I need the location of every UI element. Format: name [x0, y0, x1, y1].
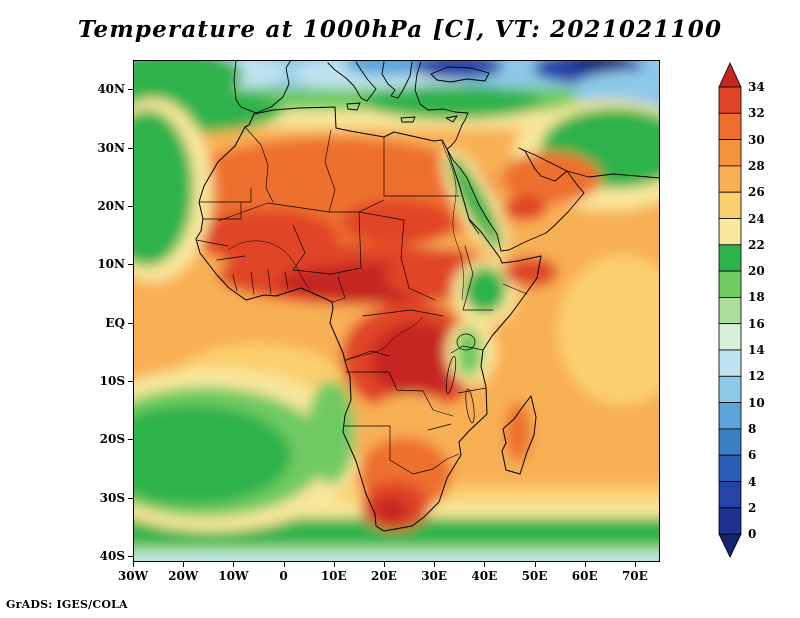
x-tick-label: 50E: [521, 569, 548, 583]
x-tick-label: 30W: [117, 569, 149, 583]
europe-coastlines: [233, 60, 490, 150]
x-tick-mark: [183, 562, 185, 567]
colorbar-tick-label: 26: [748, 185, 765, 200]
colorbar-band: [718, 218, 742, 246]
africa-temperature-map: [133, 60, 660, 562]
lake-malawi: [465, 388, 475, 424]
y-tick-label: 10N: [97, 257, 125, 272]
temperature-field: [133, 60, 660, 562]
colorbar-tick-label: 14: [748, 343, 765, 357]
x-tick-mark: [133, 562, 134, 567]
map-frame: [133, 60, 660, 562]
colorbar-tick-label: 18: [748, 290, 765, 305]
y-tick-label: 30S: [99, 490, 125, 505]
x-tick-label: 20E: [371, 569, 397, 583]
y-tick-label: 40N: [97, 82, 125, 97]
y-tick-mark: [128, 497, 133, 499]
x-tick-label: 0: [279, 569, 288, 583]
colorbar-band: [718, 165, 742, 193]
colorbar-band: [718, 428, 742, 456]
x-tick-label: 20W: [168, 569, 199, 583]
lake-tanganyika: [445, 355, 457, 395]
colorbar-tick-label: 12: [748, 369, 765, 384]
colorbar-band: [718, 86, 742, 114]
y-tick-mark: [128, 264, 133, 266]
y-tick-mark: [128, 147, 133, 149]
x-tick-label: 30E: [421, 569, 448, 583]
colorbar-band: [718, 191, 742, 219]
x-tick-mark: [434, 562, 436, 567]
x-tick-label: 70E: [621, 569, 648, 583]
plot-title: Temperature at 1000hPa [C], VT: 20210211…: [77, 16, 723, 43]
y-tick-mark: [128, 439, 133, 441]
colorbar-tick-label: 6: [748, 448, 757, 463]
colorbar-tick-label: 2: [748, 500, 757, 515]
arabia-coastline: [446, 147, 660, 252]
y-tick-mark: [128, 381, 133, 383]
x-tick-mark: [383, 562, 385, 567]
colorbar-band: [718, 349, 742, 377]
x-tick-label: 40E: [471, 569, 498, 583]
colorbar-top-triangle: [718, 62, 742, 88]
colorbar-tick-label: 34: [748, 80, 765, 94]
africa-coastline: [195, 106, 542, 532]
colorbar-bottom-triangle: [718, 533, 742, 559]
x-tick-mark: [584, 562, 586, 567]
y-tick-mark: [128, 205, 133, 207]
colorbar-band: [718, 481, 742, 509]
country-borders: [195, 126, 528, 475]
colorbar-tick-label: 20: [748, 264, 765, 279]
x-tick-mark: [634, 562, 636, 567]
colorbar-band: [718, 270, 742, 298]
x-tick-mark: [233, 562, 235, 567]
colorbar-band: [718, 139, 742, 167]
colorbar-tick-label: 4: [748, 474, 757, 489]
colorbar: [718, 62, 742, 559]
colorbar-band: [718, 296, 742, 325]
x-tick-label: 60E: [571, 569, 598, 583]
y-tick-label: 20S: [99, 432, 125, 447]
colorbar-tick-label: 10: [748, 395, 765, 410]
colorbar-tick-label: 28: [748, 158, 765, 173]
x-tick-label: 10W: [218, 569, 249, 583]
colorbar-tick-label: 22: [748, 237, 765, 252]
colorbar-tick-label: 16: [748, 316, 765, 331]
y-tick-mark: [128, 322, 133, 324]
colorbar-tick-label: 24: [748, 211, 765, 226]
colorbar-tick-label: 30: [748, 132, 765, 147]
colorbar-band: [718, 112, 742, 140]
colorbar-band: [718, 507, 742, 535]
lake-victoria: [456, 333, 476, 351]
colorbar-band: [718, 244, 742, 272]
x-tick-mark: [333, 562, 335, 567]
y-tick-mark: [128, 89, 133, 91]
x-tick-mark: [534, 562, 536, 567]
y-tick-label: 30N: [97, 140, 125, 155]
x-tick-mark: [283, 562, 285, 567]
colorbar-band: [718, 323, 742, 351]
colorbar-band: [718, 375, 742, 403]
x-tick-mark: [484, 562, 486, 567]
y-tick-label: EQ: [105, 315, 125, 330]
colorbar-tick-label: 8: [748, 421, 757, 436]
colorbar-tick-label: 0: [748, 527, 757, 542]
y-tick-label: 20N: [97, 198, 125, 213]
grads-credit: GrADS: IGES/COLA: [6, 598, 128, 611]
colorbar-band: [718, 402, 742, 430]
geography-overlay: [195, 60, 660, 532]
y-tick-label: 10S: [99, 374, 125, 389]
colorbar-tick-label: 32: [748, 106, 765, 121]
y-tick-mark: [128, 556, 133, 558]
colorbar-band: [718, 454, 742, 482]
y-tick-label: 40S: [99, 549, 125, 564]
madagascar-coastline: [501, 395, 537, 475]
lakes: [445, 333, 476, 424]
x-tick-label: 10E: [320, 569, 347, 583]
